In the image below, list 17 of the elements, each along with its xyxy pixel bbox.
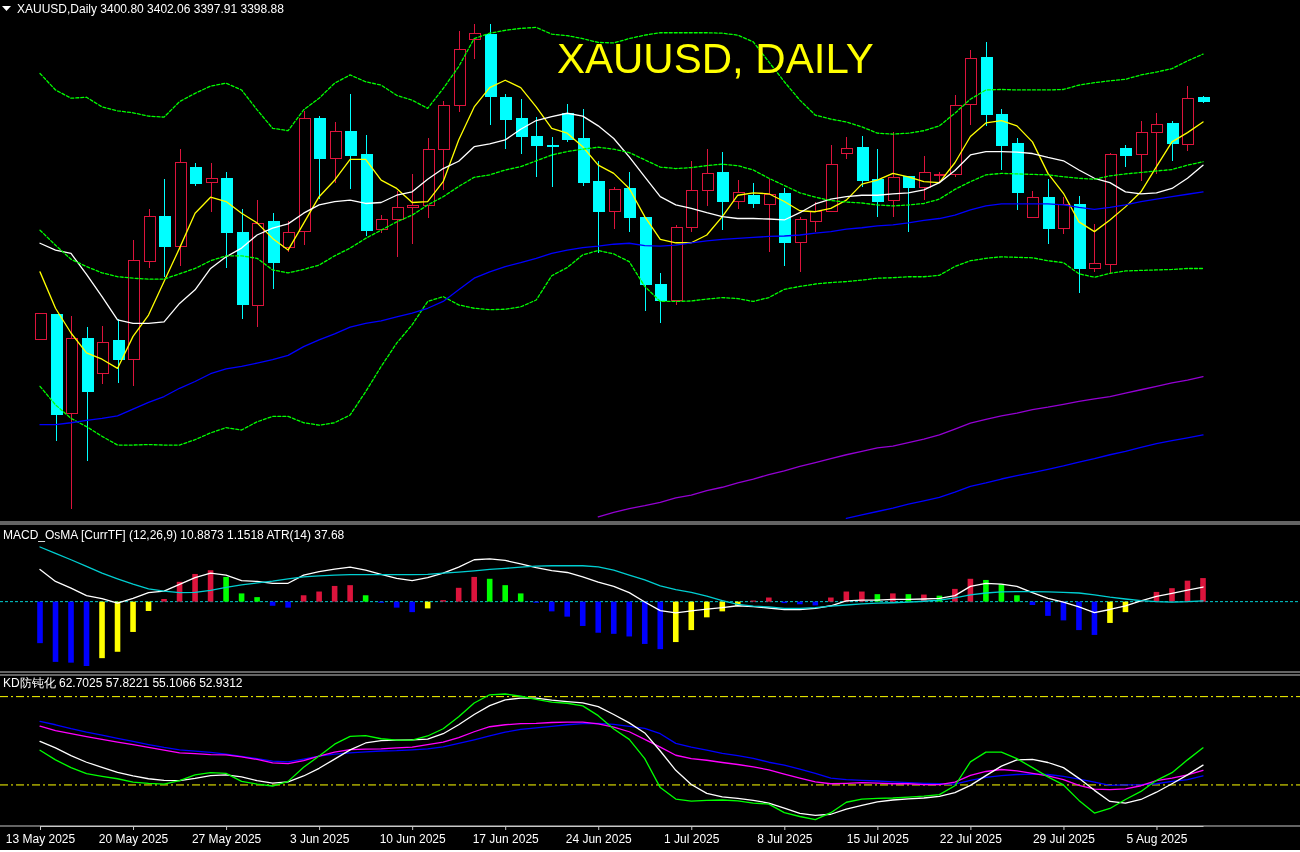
x-tick-label: 27 May 2025	[191, 831, 262, 846]
x-tick-label: 1 Jul 2025	[664, 831, 720, 846]
x-tick-label: 17 Jun 2025	[472, 831, 540, 846]
x-tick-label: 8 Jul 2025	[757, 831, 813, 846]
x-tick-label: 13 May 2025	[5, 831, 76, 846]
x-tick-label: 15 Jul 2025	[846, 831, 910, 846]
x-tick-label: 24 Jun 2025	[565, 831, 633, 846]
chart-title: XAUUSD, DAILY	[557, 35, 874, 82]
x-tick-label: 3 Jun 2025	[289, 831, 350, 846]
x-tick-label: 29 Jul 2025	[1032, 831, 1096, 846]
x-tick-label: 20 May 2025	[98, 831, 169, 846]
chart-subtitle: XAUUSD,Daily 3400.80 3402.06 3397.91 3398.88	[17, 2, 285, 16]
x-tick-label: 5 Aug 2025	[1126, 831, 1188, 846]
x-tick-label: 10 Jun 2025	[379, 831, 447, 846]
chart-title: MACD_OsMA [CurrTF] (12,26,9) 10.8873 1.1518 ATR(14) 37.68	[3, 528, 345, 542]
chart-title: KD防钝化 62.7025 57.8221 55.1066 52.9312	[3, 676, 243, 690]
x-tick-label: 22 Jul 2025	[939, 831, 1003, 846]
